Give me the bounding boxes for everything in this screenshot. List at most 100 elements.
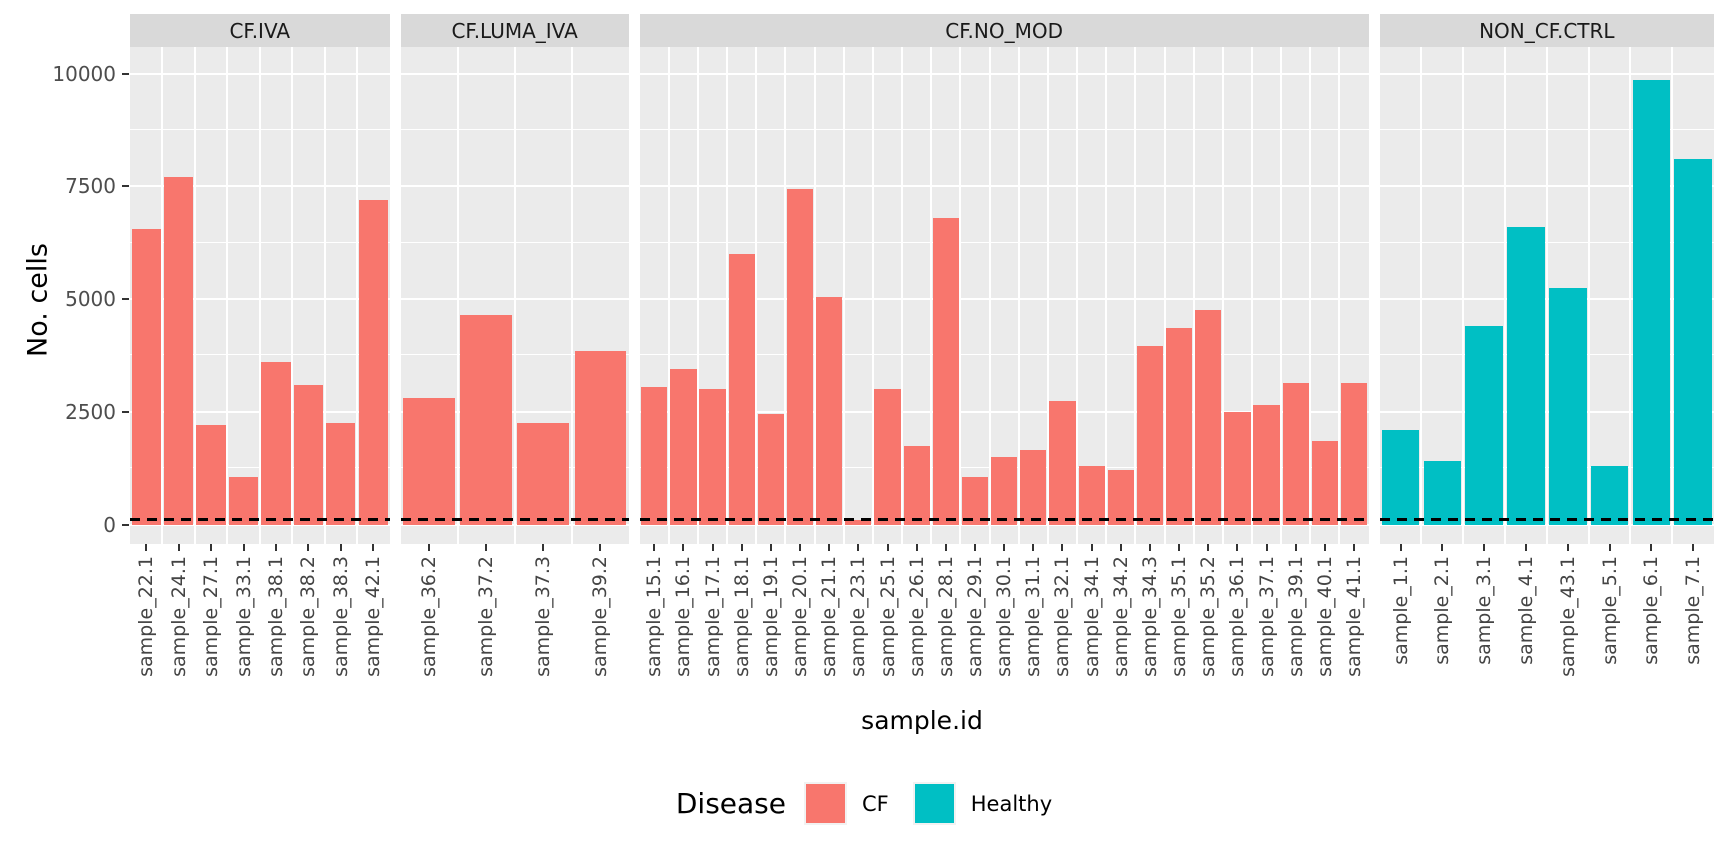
y-tick-label: 7500 bbox=[65, 174, 116, 199]
gridline-vertical bbox=[930, 47, 933, 544]
x-tick-label: sample_36.1 bbox=[1226, 556, 1249, 677]
gridline-vertical bbox=[291, 47, 294, 544]
x-tick-label: sample_42.1 bbox=[362, 556, 385, 677]
x-tick-mark bbox=[857, 544, 860, 551]
threshold-line bbox=[400, 518, 629, 522]
x-tick-label: sample_1.1 bbox=[1389, 556, 1412, 665]
gridline-vertical bbox=[513, 47, 516, 544]
facet-strip-label: CF.NO_MOD bbox=[945, 18, 1064, 43]
x-tick-label: sample_38.3 bbox=[329, 556, 352, 677]
x-tick-label: sample_36.2 bbox=[418, 556, 441, 677]
bar-sample_20.1 bbox=[786, 188, 814, 525]
x-tick-mark bbox=[828, 544, 831, 551]
legend-label: Healthy bbox=[970, 791, 1053, 816]
facet-CF.LUMA_IVA: CF.LUMA_IVA sample_36.2 sample_37.2 sample_… bbox=[400, 14, 629, 702]
bar-sample_34.3 bbox=[1136, 346, 1164, 525]
x-tick-mark bbox=[1090, 544, 1093, 551]
bar-sample_15.1 bbox=[641, 387, 668, 525]
facet-NON_CF.CTRL: NON_CF.CTRL sample_1.1 sample_2.1 sample_3.… bbox=[1379, 14, 1715, 702]
bar-sample_43.1 bbox=[1548, 287, 1587, 525]
bar-sample_18.1 bbox=[728, 253, 755, 525]
x-tick-mark bbox=[372, 544, 375, 551]
x-tick-label: sample_23.1 bbox=[847, 556, 870, 677]
legend-keys: CF Healthy bbox=[804, 782, 1052, 825]
x-tick-mark bbox=[1608, 544, 1611, 551]
gridline-vertical bbox=[1250, 47, 1253, 544]
bar-sample_7.1 bbox=[1674, 159, 1712, 525]
x-tick-mark bbox=[210, 544, 213, 551]
x-tick-mark bbox=[1265, 544, 1268, 551]
x-tick-label: sample_34.1 bbox=[1080, 556, 1103, 677]
facet-strip-label: NON_CF.CTRL bbox=[1479, 18, 1615, 43]
gridline-vertical bbox=[1629, 47, 1632, 544]
gridline-vertical bbox=[1338, 47, 1341, 544]
x-tick-mark bbox=[1650, 544, 1653, 551]
x-tick-label: sample_22.1 bbox=[135, 556, 158, 677]
bar-sample_37.3 bbox=[517, 423, 569, 525]
bar-sample_38.2 bbox=[293, 384, 323, 525]
x-axis-labels: sample_22.1 sample_24.1 sample_27.1 sample_… bbox=[130, 544, 390, 702]
x-tick-label: sample_27.1 bbox=[200, 556, 223, 677]
x-tick-label: sample_17.1 bbox=[701, 556, 724, 677]
x-tick-mark bbox=[177, 544, 180, 551]
bar-sample_21.1 bbox=[816, 296, 843, 525]
x-tick-label: sample_33.1 bbox=[232, 556, 255, 677]
x-tick-mark bbox=[1294, 544, 1297, 551]
gridline-vertical bbox=[959, 47, 962, 544]
x-tick-label: sample_40.1 bbox=[1313, 556, 1336, 677]
gridline-vertical bbox=[755, 47, 758, 544]
bar-sample_23.1 bbox=[845, 520, 872, 525]
x-tick-mark bbox=[974, 544, 976, 551]
gridline-vertical bbox=[456, 47, 459, 544]
gridline-vertical bbox=[226, 47, 229, 544]
facet-strip-label: CF.LUMA_IVA bbox=[451, 18, 578, 43]
x-tick-mark bbox=[1148, 544, 1151, 551]
x-tick-label: sample_7.1 bbox=[1682, 556, 1705, 665]
gridline-vertical bbox=[570, 47, 573, 544]
bar-sample_27.1 bbox=[196, 425, 226, 525]
bar-sample_34.2 bbox=[1107, 470, 1134, 525]
gridline-vertical bbox=[1280, 47, 1283, 544]
x-tick-label: sample_15.1 bbox=[643, 556, 666, 677]
gridline-major bbox=[639, 410, 1369, 413]
x-tick-mark bbox=[485, 544, 488, 551]
x-tick-mark bbox=[428, 544, 431, 551]
gridline-vertical bbox=[667, 47, 670, 544]
bar-sample_24.1 bbox=[164, 177, 194, 525]
y-tick-mark bbox=[122, 410, 129, 413]
y-tick-mark bbox=[122, 185, 129, 188]
bar-sample_42.1 bbox=[358, 199, 388, 525]
bar-sample_29.1 bbox=[961, 477, 989, 525]
x-tick-mark bbox=[1119, 544, 1122, 551]
x-tick-label: sample_6.1 bbox=[1640, 556, 1663, 665]
gridline-vertical bbox=[988, 47, 991, 544]
gridline-vertical bbox=[1046, 47, 1049, 544]
gridline-vertical bbox=[1163, 47, 1166, 544]
gridline-vertical bbox=[161, 47, 164, 544]
bar-sample_33.1 bbox=[228, 477, 259, 525]
gridline-vertical bbox=[1017, 47, 1020, 544]
bar-sample_31.1 bbox=[1020, 450, 1047, 525]
facet-panel bbox=[1379, 47, 1715, 544]
bar-sample_35.2 bbox=[1195, 310, 1222, 525]
gridline-vertical bbox=[1504, 47, 1507, 544]
bar-sample_38.1 bbox=[261, 362, 291, 525]
facet-panel bbox=[400, 47, 629, 544]
y-tick-mark bbox=[122, 523, 129, 526]
x-tick-mark bbox=[1323, 544, 1326, 551]
facet-strip: CF.IVA bbox=[130, 14, 390, 47]
gridline-vertical bbox=[1105, 47, 1108, 544]
x-tick-mark bbox=[653, 544, 656, 551]
gridline-major bbox=[639, 298, 1369, 301]
x-tick-mark bbox=[599, 544, 602, 551]
x-tick-label: sample_29.1 bbox=[964, 556, 986, 677]
x-tick-mark bbox=[1178, 544, 1181, 551]
threshold-line bbox=[1379, 518, 1715, 522]
x-axis-labels: sample_15.1 sample_16.1 sample_17.1 sample_… bbox=[640, 544, 1369, 702]
y-tick-label: 0 bbox=[103, 512, 116, 537]
gridline-vertical bbox=[697, 47, 700, 544]
x-tick-label: sample_41.1 bbox=[1343, 556, 1366, 677]
gridline-vertical bbox=[1462, 47, 1465, 544]
x-tick-label: sample_43.1 bbox=[1556, 556, 1579, 677]
x-tick-mark bbox=[711, 544, 714, 551]
